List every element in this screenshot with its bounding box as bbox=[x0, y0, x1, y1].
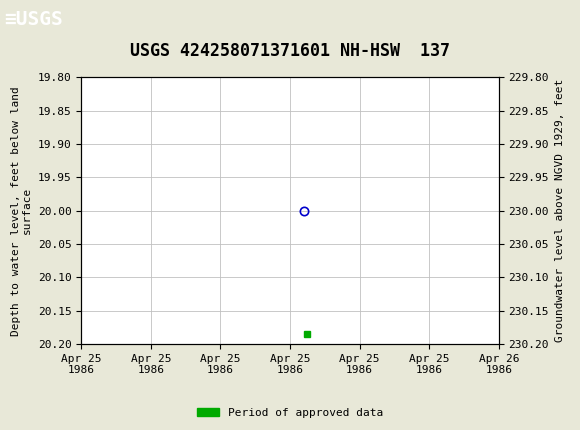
Text: USGS 424258071371601 NH-HSW  137: USGS 424258071371601 NH-HSW 137 bbox=[130, 42, 450, 60]
Text: ≡USGS: ≡USGS bbox=[5, 10, 63, 29]
Y-axis label: Groundwater level above NGVD 1929, feet: Groundwater level above NGVD 1929, feet bbox=[554, 79, 564, 342]
Legend: Period of approved data: Period of approved data bbox=[193, 403, 387, 422]
Y-axis label: Depth to water level, feet below land
surface: Depth to water level, feet below land su… bbox=[10, 86, 32, 335]
